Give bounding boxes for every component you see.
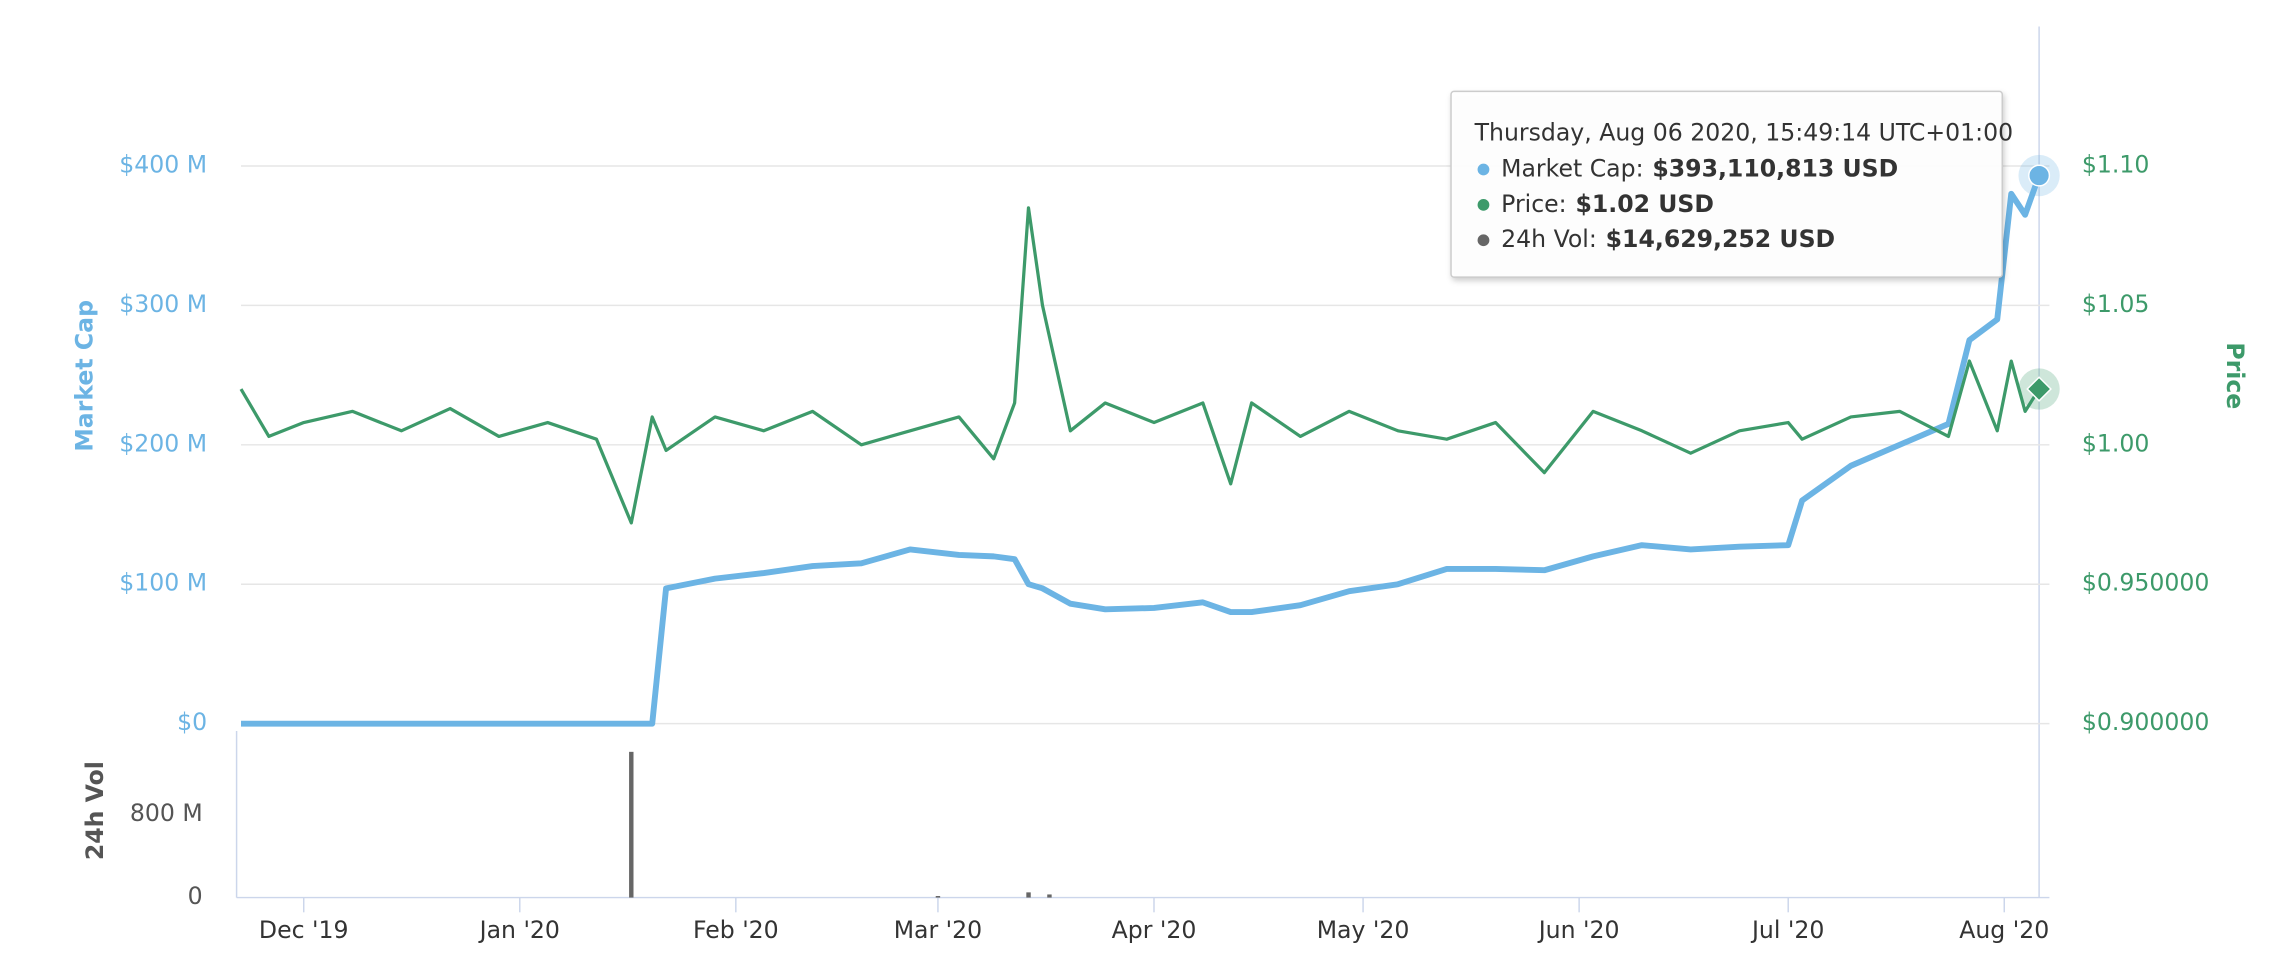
y2-tick-label: $1.00 bbox=[2082, 429, 2150, 457]
y2-tick-label: $0.900000 bbox=[2082, 708, 2210, 736]
tooltip-value: $1.02 USD bbox=[1575, 189, 1713, 217]
tooltip-bullet bbox=[1477, 198, 1490, 211]
tooltip-label: Market Cap: bbox=[1501, 154, 1643, 182]
bar bbox=[1026, 892, 1031, 898]
tooltip-value: $393,110,813 USD bbox=[1652, 154, 1898, 182]
tooltip-box bbox=[1450, 90, 2003, 278]
tooltip-value: $14,629,252 USD bbox=[1606, 225, 1835, 253]
x-tick-label: Jan '20 bbox=[478, 916, 560, 944]
vol-tick-label: 800 M bbox=[130, 799, 203, 827]
x-tick-label: Mar '20 bbox=[894, 916, 982, 944]
vol-tick-label: 0 bbox=[188, 882, 203, 910]
y2-axis-title: Price bbox=[2221, 342, 2249, 409]
y2-tick-label: $1.05 bbox=[2082, 290, 2150, 318]
x-tick-label: Jul '20 bbox=[1750, 916, 1824, 944]
line-1 bbox=[239, 206, 2041, 525]
x-tick-label: Feb '20 bbox=[693, 916, 779, 944]
tooltip-item: Price: $1.02 USD bbox=[1501, 189, 1714, 217]
tooltip-item: 24h Vol: $14,629,252 USD bbox=[1501, 225, 1835, 253]
tooltip-item: Market Cap: $393,110,813 USD bbox=[1501, 154, 1898, 182]
y2-tick-label: $1.10 bbox=[2082, 150, 2150, 178]
y-tick-label: $200 M bbox=[119, 429, 207, 457]
y-tick-label: $0 bbox=[177, 708, 207, 736]
x-tick-label: Aug '20 bbox=[1959, 916, 2049, 944]
bar bbox=[1047, 894, 1052, 898]
hover-marker bbox=[2026, 376, 2052, 402]
y-tick-label: $300 M bbox=[119, 290, 207, 318]
y2-tick-label: $0.950000 bbox=[2082, 569, 2210, 597]
tooltip-title: Thursday, Aug 06 2020, 15:49:14 UTC+01:0… bbox=[1474, 119, 2013, 147]
x-tick-label: Dec '19 bbox=[259, 916, 349, 944]
y-axis-title: Market Cap bbox=[71, 300, 99, 452]
x-tick-label: Jun '20 bbox=[1537, 916, 1620, 944]
tooltip-label: Price: bbox=[1501, 189, 1566, 217]
hover-marker bbox=[2028, 164, 2051, 187]
x-tick-label: May '20 bbox=[1317, 916, 1410, 944]
y-tick-label: $400 M bbox=[119, 150, 207, 178]
vol-axis-title: 24h Vol bbox=[81, 761, 109, 860]
x-tick-label: Apr '20 bbox=[1112, 916, 1197, 944]
y-tick-label: $100 M bbox=[119, 569, 207, 597]
bar bbox=[629, 751, 634, 898]
line-0 bbox=[241, 174, 2042, 727]
tooltip-bullet bbox=[1477, 163, 1490, 176]
tooltip-label: 24h Vol: bbox=[1501, 225, 1597, 253]
tooltip-bullet bbox=[1477, 234, 1490, 247]
bar bbox=[935, 896, 941, 898]
tooltip: Thursday, Aug 06 2020, 15:49:14 UTC+01:0… bbox=[1450, 90, 2013, 278]
